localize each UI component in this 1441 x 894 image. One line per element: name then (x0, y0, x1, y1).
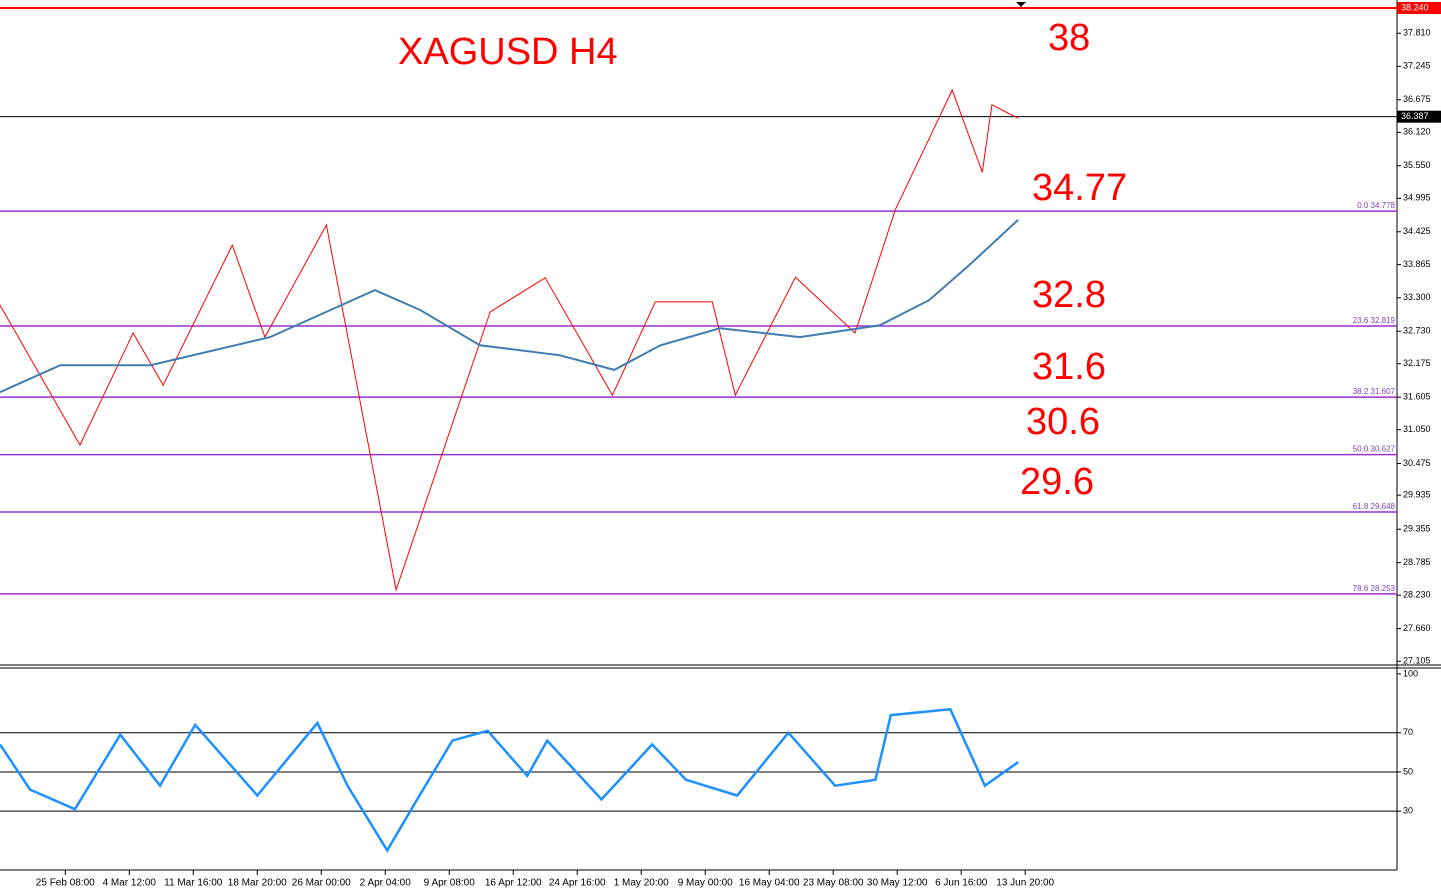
y-tick-label: 100 (1403, 668, 1418, 678)
annotation: 29.6 (1020, 461, 1094, 503)
chart-title: XAGUSD H4 (398, 31, 618, 73)
y-tick-label: 27.105 (1403, 656, 1431, 666)
x-tick-label: 1 May 20:00 (614, 878, 669, 889)
y-tick-label: 35.550 (1403, 160, 1431, 170)
y-tick-label: 31.605 (1403, 392, 1431, 402)
price-tag-label: 38.240 (1401, 2, 1429, 12)
y-tick-label: 33.300 (1403, 292, 1431, 302)
x-tick-label: 23 May 08:00 (803, 878, 864, 889)
x-tick-label: 16 Apr 12:00 (485, 878, 542, 889)
x-tick-label: 11 Mar 16:00 (164, 878, 223, 889)
fib-label: 0.0 34.778 (1357, 201, 1395, 210)
x-tick-label: 4 Mar 12:00 (103, 878, 157, 889)
annotation: 38 (1048, 17, 1090, 59)
x-tick-label: 2 Apr 04:00 (360, 878, 412, 889)
y-tick-label: 32.175 (1403, 358, 1431, 368)
x-tick-label: 13 Jun 20:00 (996, 878, 1054, 889)
y-tick-label: 31.050 (1403, 424, 1431, 434)
x-tick-label: 9 Apr 08:00 (424, 878, 476, 889)
series-line (0, 707, 1019, 853)
x-tick-label: 25 Feb 08:00 (36, 878, 95, 889)
series-line (0, 219, 1019, 394)
marker (1016, 2, 1026, 7)
x-tick-label: 6 Jun 16:00 (935, 878, 988, 889)
fib-label: 61.8 29.648 (1353, 502, 1396, 511)
y-tick-label: 33.865 (1403, 259, 1431, 269)
y-tick-label: 36.675 (1403, 94, 1431, 104)
y-tick-label: 34.995 (1403, 193, 1431, 203)
price-tag (1397, 110, 1441, 123)
y-tick-label: 50 (1403, 766, 1413, 776)
annotation: 31.6 (1032, 346, 1106, 388)
y-tick-label: 27.660 (1403, 623, 1431, 633)
x-tick-label: 24 Apr 16:00 (549, 878, 606, 889)
price-tag (1397, 1, 1441, 14)
y-tick-label: 37.245 (1403, 61, 1431, 71)
y-tick-label: 30.475 (1403, 458, 1431, 468)
fib-label: 23.6 32.819 (1353, 316, 1396, 325)
x-tick-label: 26 Mar 00:00 (292, 878, 351, 889)
y-tick-label: 28.230 (1403, 590, 1431, 600)
annotation: 32.8 (1032, 274, 1106, 316)
fib-label: 78.6 28.253 (1353, 584, 1396, 593)
series-line (0, 88, 1019, 592)
y-tick-label: 29.355 (1403, 524, 1431, 534)
y-tick-label: 70 (1403, 727, 1413, 737)
y-tick-label: 34.425 (1403, 226, 1431, 236)
y-tick-label: 28.785 (1403, 557, 1431, 567)
y-tick-label: 36.120 (1403, 127, 1431, 137)
x-tick-label: 9 May 00:00 (678, 878, 733, 889)
x-tick-label: 16 May 04:00 (739, 878, 800, 889)
y-tick-label: 29.935 (1403, 490, 1431, 500)
annotation: 30.6 (1026, 401, 1100, 443)
y-tick-label: 37.810 (1403, 28, 1431, 38)
y-tick-label: 30 (1403, 806, 1413, 816)
y-tick-label: 32.730 (1403, 326, 1431, 336)
x-tick-label: 18 Mar 20:00 (228, 878, 287, 889)
annotation: 34.77 (1032, 167, 1127, 209)
price-tag-label: 36.387 (1401, 111, 1429, 121)
fib-label: 38.2 31.607 (1353, 387, 1396, 396)
x-tick-label: 30 May 12:00 (867, 878, 928, 889)
fib-label: 50.0 30.627 (1353, 445, 1396, 454)
